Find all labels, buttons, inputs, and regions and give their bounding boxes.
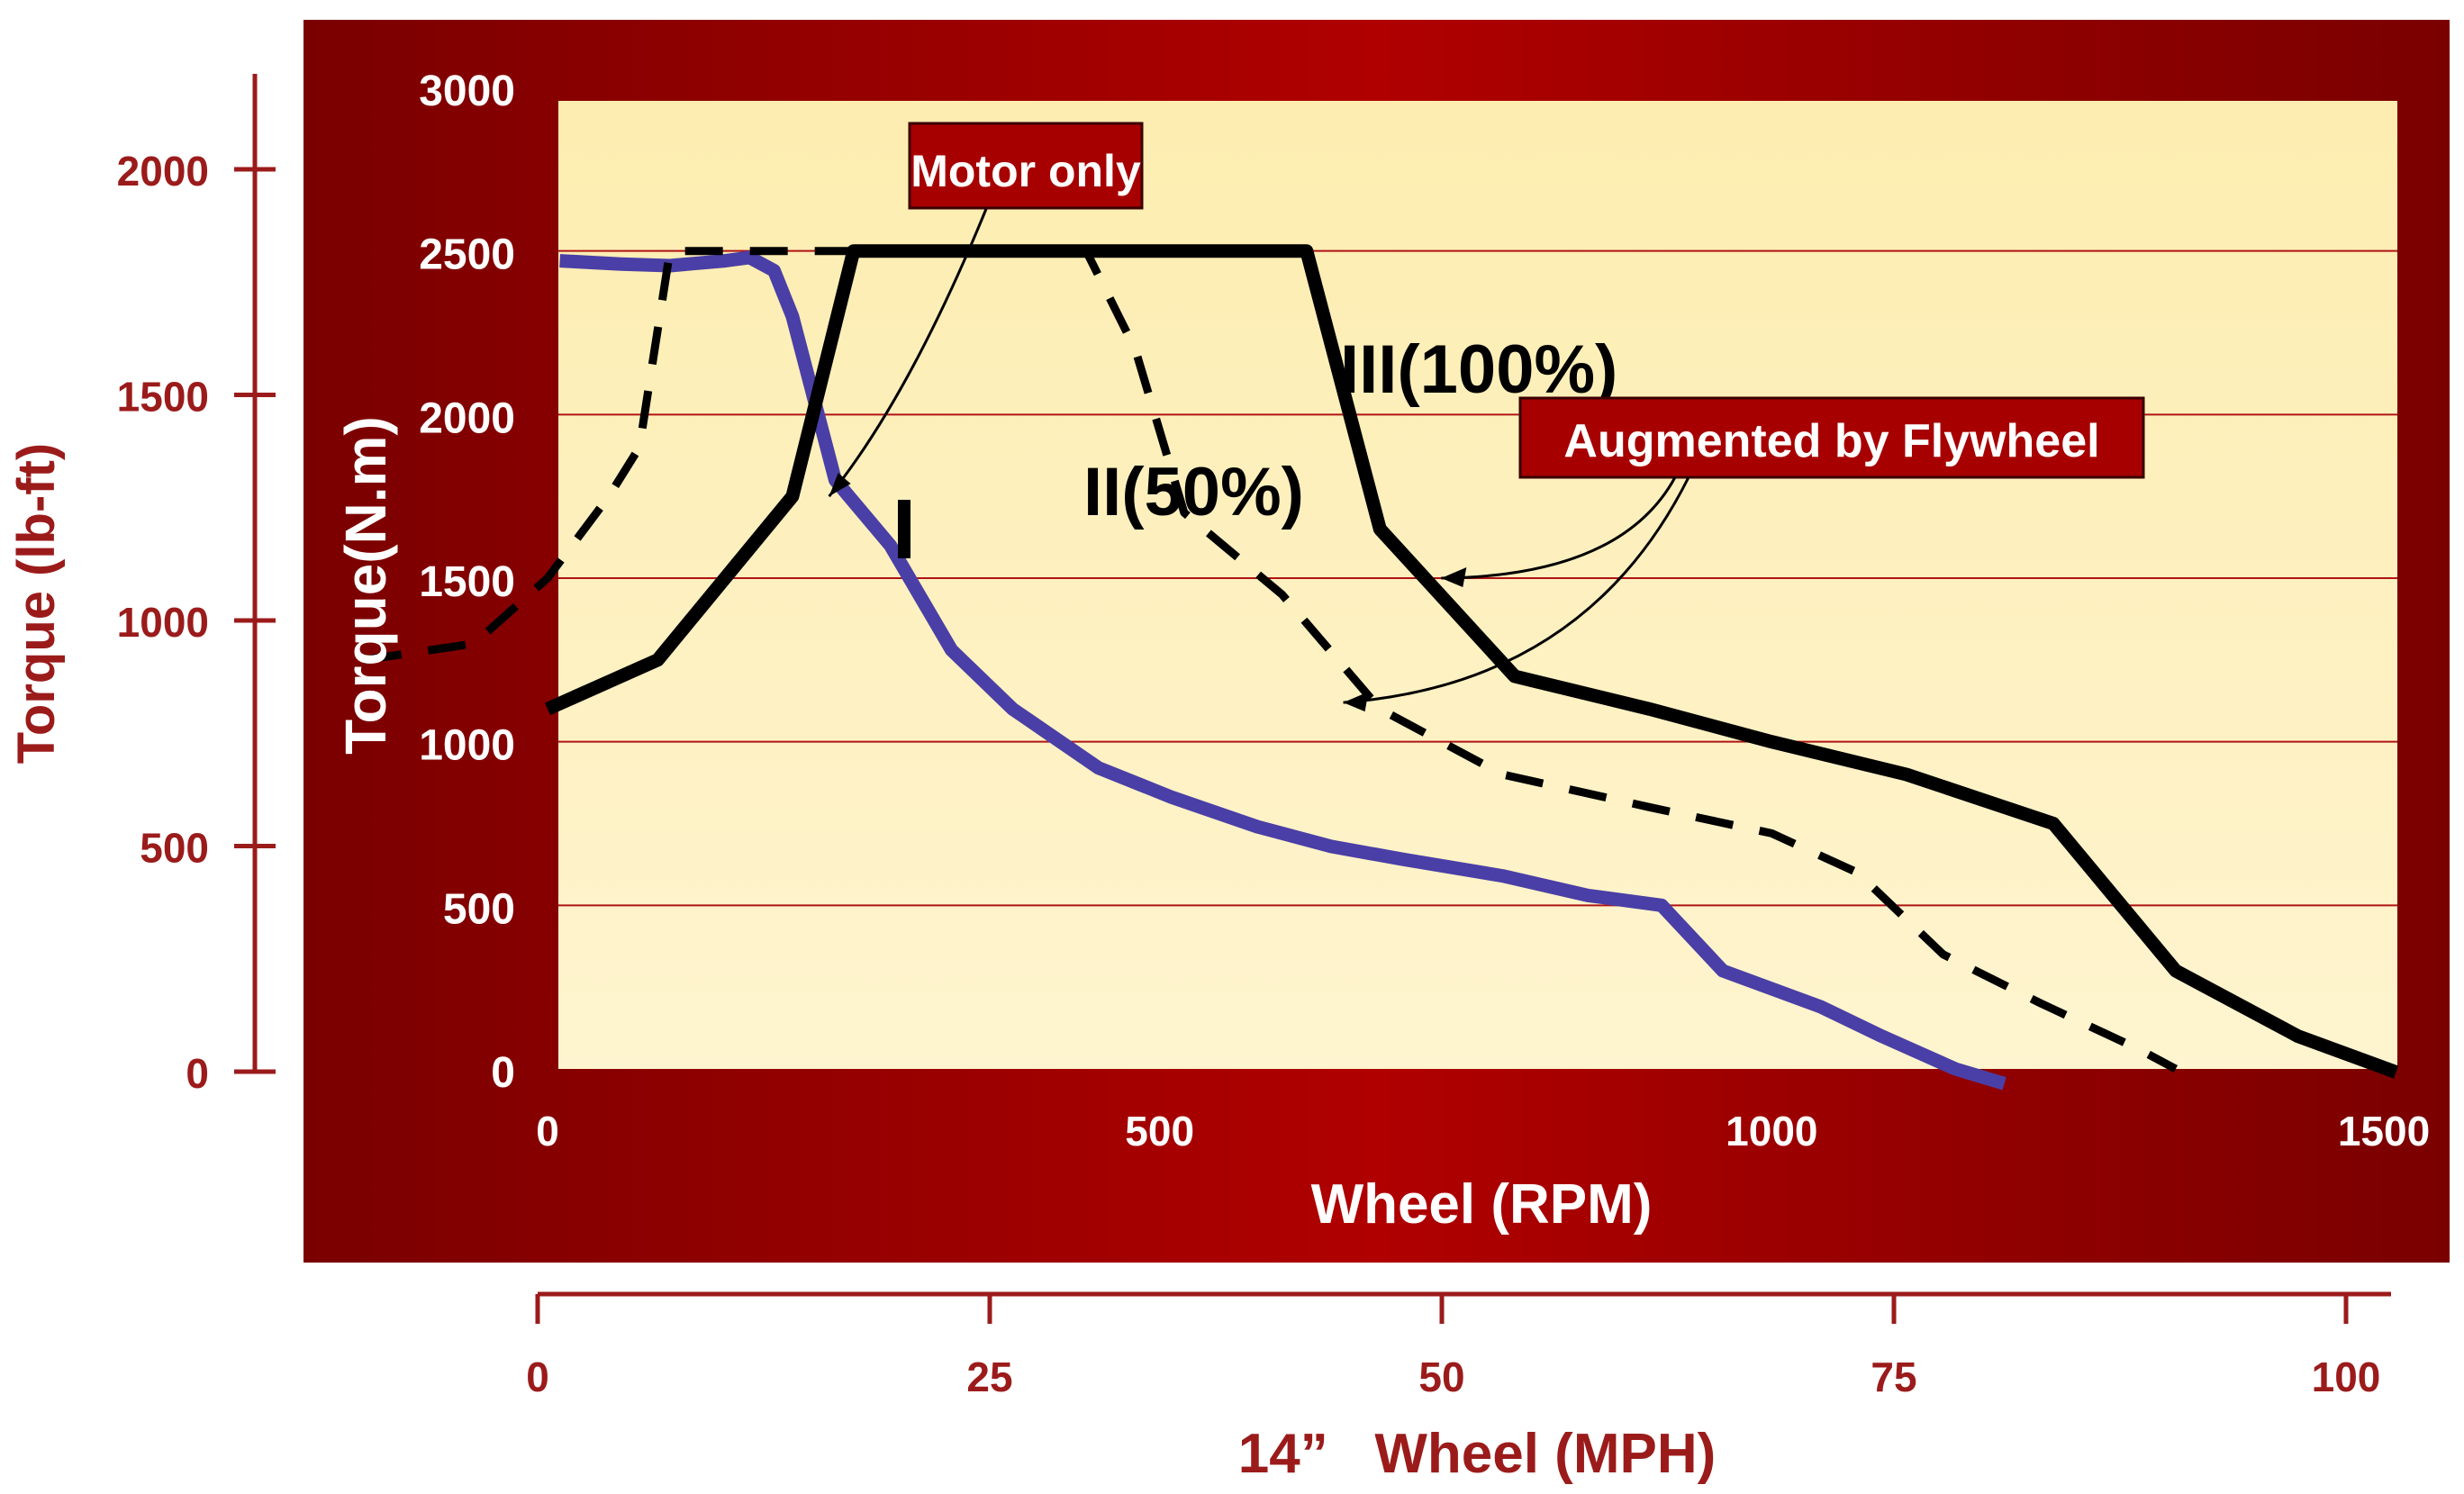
y-secondary-axis-title: Torque (lb-ft) xyxy=(7,443,66,764)
series-label-2: III(100%) xyxy=(1340,331,1617,408)
series-line-iii-100- xyxy=(544,244,2399,1079)
series-label-1: II(50%) xyxy=(1083,454,1304,530)
x-secondary-axis-ticks: 0 25 50 75 100 xyxy=(526,1294,2380,1400)
annotation-text-motor-only: Motor only xyxy=(910,146,1141,196)
x2-tick-label-0: 0 xyxy=(526,1354,549,1400)
y2-tick-label-0: 0 xyxy=(186,1050,209,1097)
annotation-arrow-motor-only xyxy=(828,208,988,498)
series-line-ii-50- xyxy=(363,247,2179,1073)
plot-area xyxy=(558,101,2397,1069)
x-axis-title: Wheel (RPM) xyxy=(1311,1173,1653,1236)
gridlines xyxy=(558,249,2397,907)
x2-tick-label-50: 50 xyxy=(1418,1354,1464,1400)
x-tick-label-500: 500 xyxy=(1125,1108,1194,1154)
y-tick-label-2500: 2500 xyxy=(419,231,515,279)
annotation-arrow-flywheel-0 xyxy=(1441,476,1677,580)
annotation-arrowhead-flywheel-0 xyxy=(1441,567,1467,587)
y-axis-title: Torque(N.m) xyxy=(333,416,398,755)
series-label-mark-0 xyxy=(898,500,910,558)
y-secondary-axis-ticks: 0 500 1000 1500 2000 xyxy=(117,148,276,1097)
x-axis-ticks: 0 500 1000 1500 xyxy=(536,1108,2430,1154)
y2-tick-label-1500: 1500 xyxy=(117,374,209,421)
y-tick-label-3000: 3000 xyxy=(419,68,515,115)
series-layer xyxy=(363,244,2399,1091)
x-secondary-axis-title: 14” Wheel (MPH) xyxy=(1238,1423,1717,1485)
series-line-i xyxy=(559,250,2007,1091)
annotation-arrow-flywheel-1 xyxy=(1343,476,1690,704)
annotation-arrowhead-flywheel-1 xyxy=(1343,692,1369,712)
y2-tick-label-500: 500 xyxy=(140,825,209,872)
y2-tick-label-2000: 2000 xyxy=(117,148,209,195)
y-tick-label-1000: 1000 xyxy=(419,722,515,770)
y-axis-ticks: 0 500 1000 1500 2000 2500 3000 xyxy=(419,68,515,1097)
y-tick-label-1500: 1500 xyxy=(419,558,515,606)
y-tick-label-0: 0 xyxy=(491,1049,515,1097)
annotation-box-flywheel xyxy=(1518,396,2145,479)
x2-tick-label-75: 75 xyxy=(1871,1354,1916,1400)
y2-tick-label-1000: 1000 xyxy=(117,599,209,646)
annotation-box-motor-only xyxy=(908,122,1144,210)
annotation-arrowhead-motor-only xyxy=(829,473,851,497)
x2-tick-label-25: 25 xyxy=(966,1354,1012,1400)
y-tick-label-500: 500 xyxy=(443,885,515,933)
x2-tick-label-100: 100 xyxy=(2312,1354,2381,1400)
x-tick-label-1500: 1500 xyxy=(2338,1108,2430,1154)
x-tick-label-1000: 1000 xyxy=(1726,1108,1817,1154)
x-tick-label-0: 0 xyxy=(536,1108,559,1154)
annotation-text-flywheel: Augmented by Flywheel xyxy=(1563,415,2099,467)
y-tick-label-2000: 2000 xyxy=(419,394,515,442)
